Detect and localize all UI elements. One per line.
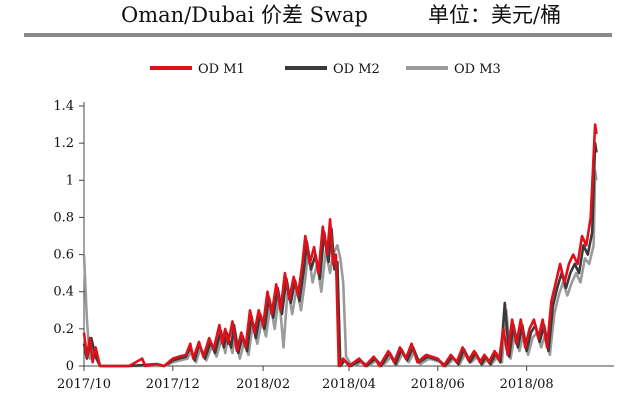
y-axis: 0 0.2 0.4 0.6 0.8 1 1.2 1.4 (53, 99, 85, 374)
series-line-od-m3 (82, 169, 598, 368)
x-tick-label: 2018/02 (236, 377, 290, 392)
x-tick-label: 2017/10 (57, 377, 111, 392)
unit-label: 单位：美元/桶 (428, 3, 561, 27)
y-tick-label: 0.8 (53, 210, 74, 225)
x-tick-label: 2018/08 (500, 377, 554, 392)
y-tick-label: 1 (66, 173, 74, 188)
y-tick-label: 0 (66, 359, 74, 374)
x-tick-label: 2018/04 (322, 377, 376, 392)
y-tick-label: 1.4 (53, 99, 74, 114)
plot-area (82, 123, 598, 368)
x-tick-label: 2017/12 (146, 377, 200, 392)
legend-label: OD M1 (198, 62, 245, 77)
series-line-od-m2 (82, 141, 598, 368)
x-axis: 2017/10 2017/12 2018/02 2018/04 2018/06 2018/… (57, 365, 614, 392)
chart-title: Oman/Dubai 价差 Swap (121, 3, 368, 27)
y-tick-label: 0.4 (53, 285, 74, 300)
y-tick-label: 0.6 (53, 248, 74, 263)
y-tick-label: 0.2 (53, 322, 74, 337)
legend: OD M1 OD M2 OD M3 (150, 62, 501, 77)
legend-label: OD M3 (454, 62, 501, 77)
y-tick-label: 1.2 (53, 136, 74, 151)
x-tick-label: 2018/06 (411, 377, 465, 392)
legend-label: OD M2 (333, 62, 380, 77)
series-line-od-m1 (82, 123, 598, 368)
